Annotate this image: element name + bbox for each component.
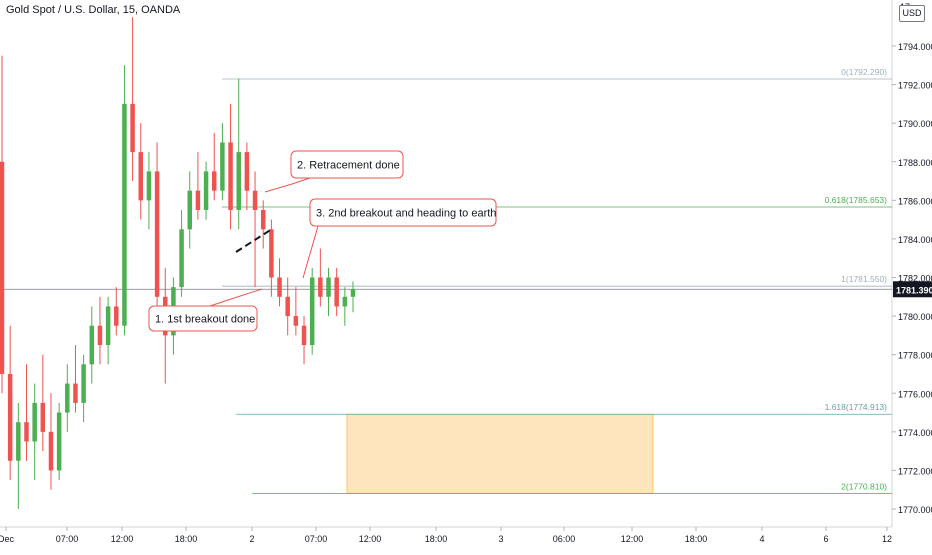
fib-level-label: 1.618(1774.913) (825, 402, 888, 412)
candle-body (318, 277, 323, 297)
price-axis-label: 1770.000 (898, 505, 932, 515)
price-axis-label: 1792.000 (898, 81, 932, 91)
time-axis-label: 18:00 (175, 534, 198, 544)
dashed-trendline (235, 228, 273, 253)
time-axis-label: 12 (882, 534, 892, 544)
price-axis-label: 1780.000 (898, 312, 932, 322)
candle-body (277, 277, 282, 297)
candle-body (73, 383, 78, 403)
candle-body (0, 161, 5, 374)
fib-level-label: 0(1792.290) (841, 67, 887, 77)
candle-body (260, 209, 266, 230)
callout-text: 1. 1st breakout done (155, 314, 255, 326)
price-axis-label: 1776.000 (898, 389, 932, 399)
candle-body (81, 364, 86, 403)
time-axis-label: 07:00 (56, 534, 79, 544)
candle-body (334, 277, 339, 307)
currency-badge[interactable]: USD (899, 5, 925, 22)
candle-body (269, 229, 274, 278)
candle-body (203, 171, 209, 210)
candle-body (236, 152, 241, 210)
candle-body (114, 306, 119, 326)
candle-body (48, 431, 54, 471)
candle-body (285, 296, 290, 317)
candle-body (130, 103, 135, 153)
time-axis-label: Dec (0, 534, 14, 544)
time-axis-label: 6 (823, 534, 828, 544)
fib-level-label: 1(1781.550) (841, 274, 887, 284)
callout-box (148, 305, 258, 332)
chart-title: Gold Spot / U.S. Dollar, 15, OANDA (6, 4, 181, 16)
price-axis-label: 1794.000 (898, 42, 932, 52)
time-axis-label: 18:00 (425, 534, 448, 544)
callout-pointer (302, 225, 319, 279)
candle-body (65, 383, 70, 413)
candle-body (350, 289, 356, 297)
candle-body (195, 190, 201, 210)
candle-body (138, 152, 144, 201)
fib-level-label: 0.618(1785.653) (825, 195, 888, 205)
candle-body (211, 171, 217, 191)
candle-body (244, 152, 250, 191)
callout-pointer (209, 288, 263, 307)
callout-text: 3. 2nd breakout and heading to earth (316, 208, 496, 220)
candle-body (89, 325, 95, 365)
price-axis-label: 1786.000 (898, 196, 932, 206)
candle-body (32, 402, 37, 442)
candle-body (187, 190, 192, 230)
candle-body (154, 171, 160, 297)
time-axis-label: 07:00 (305, 534, 328, 544)
price-axis-label: 1782.000 (898, 274, 932, 284)
candle-body (326, 277, 331, 297)
price-axis-label: 1778.000 (898, 351, 932, 361)
price-axis-label: 1772.000 (898, 466, 932, 476)
time-axis-label: 06:00 (553, 534, 576, 544)
candle-body (252, 190, 258, 210)
candle-body (56, 412, 62, 471)
time-axis-label: 18:00 (685, 534, 708, 544)
last-price-value: 1781.390 (896, 285, 932, 295)
candle-body (40, 402, 46, 432)
time-axis-label: 2 (249, 534, 254, 544)
candle-body (7, 373, 13, 461)
callout-box (290, 150, 404, 179)
callout-text: 2. Retracement done (297, 160, 400, 172)
last-price-tag (893, 281, 932, 298)
callout-pointer (264, 177, 311, 193)
target-zone (346, 413, 654, 494)
time-axis-label: 12:00 (111, 534, 134, 544)
candle-body (16, 422, 21, 461)
price-axis-label: 1788.000 (898, 158, 932, 168)
time-axis-label: 12:00 (359, 534, 382, 544)
candle-body (293, 316, 299, 326)
time-axis-label: 4 (759, 534, 764, 544)
price-axis-label: 1774.000 (898, 428, 932, 438)
candle-body (301, 325, 307, 346)
time-axis-label: 12:00 (621, 534, 644, 544)
candle-body (228, 142, 233, 210)
candle-body (179, 229, 184, 288)
candle-body (146, 171, 152, 201)
candle-body (105, 306, 111, 346)
time-axis-label: 3 (498, 534, 503, 544)
candle-body (122, 103, 127, 326)
candle-body (97, 325, 103, 346)
fib-level-label: 2(1770.810) (841, 481, 887, 491)
candle-body (342, 296, 348, 307)
price-axis-label: 1784.000 (898, 235, 932, 245)
callout-box (309, 198, 497, 227)
candle-body (220, 142, 225, 191)
candle-body (309, 277, 315, 346)
candle-body (24, 422, 29, 442)
price-axis-label: 1790.000 (898, 119, 932, 129)
